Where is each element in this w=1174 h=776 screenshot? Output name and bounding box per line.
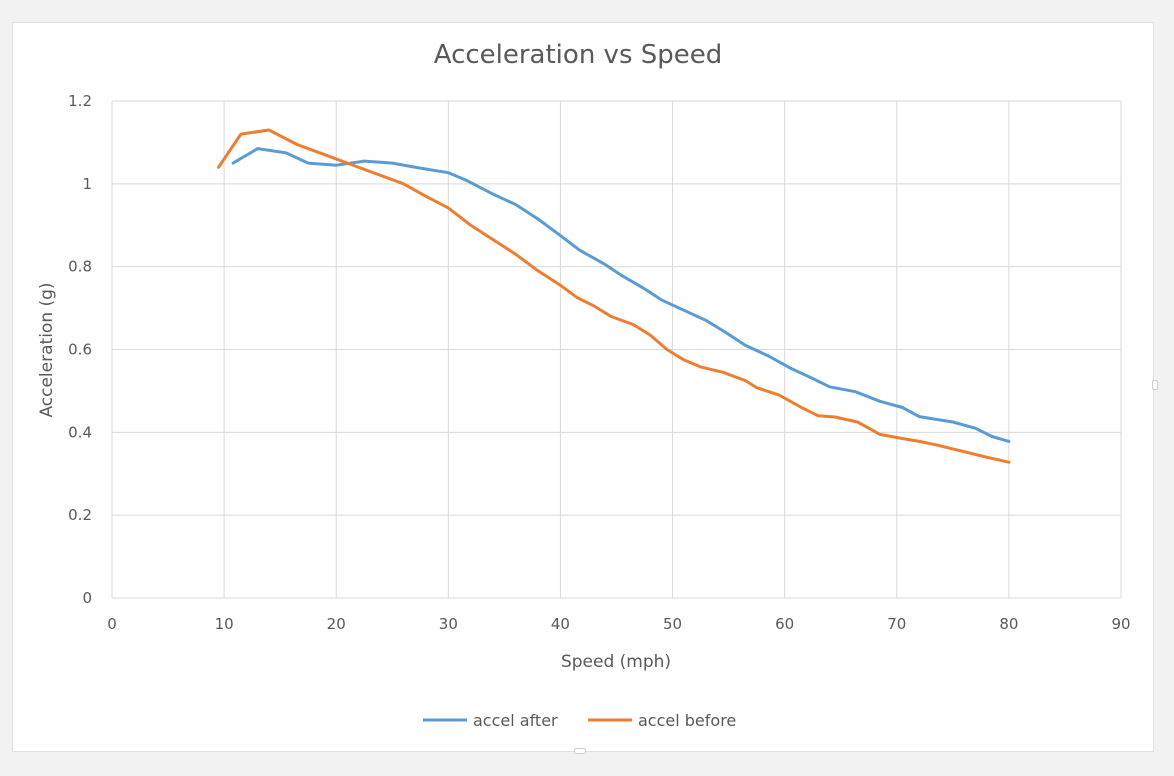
- legend-label: accel before: [638, 711, 736, 730]
- x-tick-label: 50: [663, 615, 682, 633]
- series-line-accel-before: [217, 128, 1011, 464]
- x-tick-label: 20: [327, 615, 346, 633]
- grid: [111, 100, 1122, 599]
- resize-handle-right[interactable]: [1152, 380, 1158, 390]
- y-tick-label: 1: [82, 175, 92, 193]
- y-tick-label: 0.2: [68, 506, 92, 524]
- chart-area[interactable]: [12, 22, 1154, 752]
- y-tick-label: 1.2: [68, 92, 92, 110]
- series-line-accel-after: [231, 147, 1011, 443]
- x-tick-label: 80: [999, 615, 1018, 633]
- x-tick-label: 60: [775, 615, 794, 633]
- x-tick-label: 10: [215, 615, 234, 633]
- x-tick-label: 70: [887, 615, 906, 633]
- y-tick-label: 0.8: [68, 258, 92, 276]
- legend-label: accel after: [473, 711, 558, 730]
- tick-labels: 0 0.2 0.4 0.6 0.8 1 1.2 0 10 20 30 40 50 60 70 80 90: [68, 92, 1130, 633]
- resize-handle-bottom[interactable]: [574, 748, 586, 754]
- legend: accel after accel before: [423, 711, 736, 730]
- series-lines: [217, 128, 1011, 464]
- y-tick-label: 0.6: [68, 341, 92, 359]
- x-tick-label: 40: [551, 615, 570, 633]
- x-tick-label: 30: [439, 615, 458, 633]
- x-tick-label: 0: [107, 615, 117, 633]
- x-axis-label: Speed (mph): [561, 652, 671, 672]
- chart-title: Acceleration vs Speed: [434, 40, 723, 70]
- y-tick-label: 0.4: [68, 423, 92, 441]
- y-axis-label: Acceleration (g): [37, 282, 57, 417]
- x-tick-label: 90: [1111, 615, 1130, 633]
- y-tick-label: 0: [82, 589, 92, 607]
